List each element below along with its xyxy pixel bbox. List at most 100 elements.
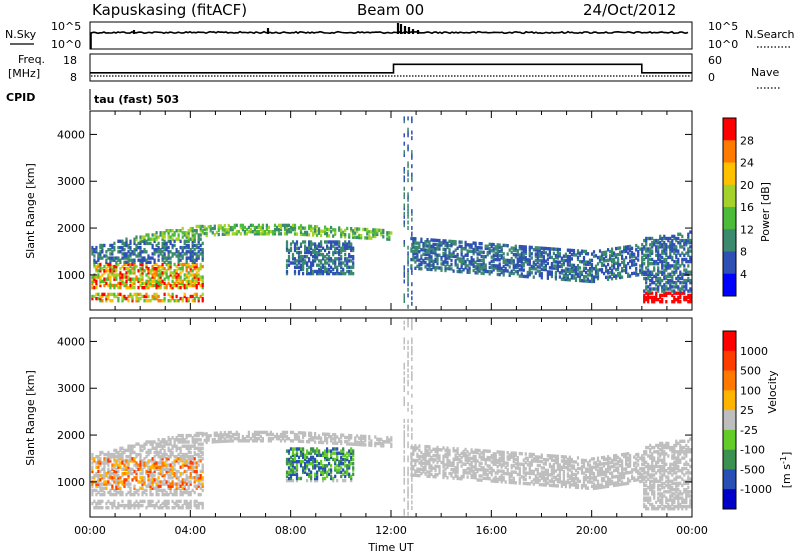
echo-cell <box>663 234 666 239</box>
echo-cell <box>153 446 156 450</box>
echo-cell <box>117 296 120 301</box>
echo-cell <box>318 250 321 255</box>
echo-cell <box>643 300 646 304</box>
echo-cell <box>237 230 240 234</box>
echo-cell <box>308 242 311 246</box>
echo-cell <box>322 271 325 276</box>
echo-cell <box>193 279 196 283</box>
echo-cell <box>137 252 140 256</box>
echo-cell <box>197 484 200 488</box>
echo-cell <box>183 469 186 474</box>
echo-cell <box>135 503 138 508</box>
colorbar-swatch <box>723 229 736 252</box>
echo-cell <box>434 447 437 452</box>
echo-cell <box>115 283 118 288</box>
echo-cell <box>346 455 349 460</box>
echo-cell <box>685 257 688 262</box>
echo-cell <box>534 248 537 252</box>
echo-cell <box>193 457 196 461</box>
echo-cell <box>163 463 166 467</box>
echo-cell <box>468 458 471 463</box>
echo-cell <box>291 464 295 468</box>
echo-cell <box>490 456 493 460</box>
echo-cell <box>225 230 228 234</box>
echo-cell <box>474 461 477 465</box>
echo-cell <box>510 455 513 459</box>
echo-cell <box>201 254 204 258</box>
echo-cell <box>669 266 672 270</box>
echo-cell <box>510 250 513 254</box>
echo-cell <box>129 248 132 252</box>
echo-cell <box>426 257 429 261</box>
echo-cell <box>165 442 168 446</box>
echo-cell <box>173 438 176 442</box>
echo-cell <box>183 292 186 297</box>
echo-cell <box>524 249 527 253</box>
echo-cell <box>103 482 106 486</box>
echo-cell <box>161 506 164 510</box>
echo-cell <box>281 434 285 439</box>
echo-cell <box>107 506 110 510</box>
echo-cell <box>432 466 435 470</box>
echo-cell <box>289 447 293 451</box>
echo-cell <box>117 465 120 469</box>
echo-cell <box>123 450 126 455</box>
echo-cell <box>199 283 202 288</box>
echo-cell <box>103 480 106 484</box>
echo-cell <box>155 235 158 239</box>
echo-cell <box>340 457 343 462</box>
echo-cell <box>466 454 469 458</box>
echo-cell <box>458 460 461 464</box>
echo-cell <box>588 258 592 262</box>
echo-cell <box>675 247 678 251</box>
echo-cell <box>418 448 421 452</box>
echo-cell <box>137 480 140 484</box>
echo-cell <box>145 285 148 290</box>
echo-cell <box>157 492 160 497</box>
echo-cell <box>205 436 208 440</box>
echo-cell <box>141 258 144 262</box>
echo-cell <box>596 274 600 279</box>
echo-cell <box>665 281 668 285</box>
echo-cell <box>586 252 590 256</box>
echo-cell <box>685 283 688 287</box>
echo-cell <box>432 249 435 253</box>
echo-cell <box>302 451 305 455</box>
echo-cell <box>171 271 174 275</box>
echo-cell <box>119 476 122 480</box>
echo-cell <box>129 446 132 450</box>
echo-cell <box>229 228 232 232</box>
echo-cell <box>275 437 279 441</box>
echo-cell <box>107 269 110 273</box>
echo-cell <box>518 257 521 261</box>
echo-cell <box>594 268 598 273</box>
echo-cell <box>125 267 128 271</box>
echo-cell <box>645 285 648 289</box>
echo-cell <box>197 503 200 508</box>
echo-cell <box>113 480 116 484</box>
echo-cell <box>522 245 525 249</box>
echo-cell <box>584 266 588 271</box>
echo-cell <box>428 255 431 259</box>
echo-cell <box>145 233 148 237</box>
echo-cell <box>299 230 303 234</box>
echo-cell <box>314 449 317 453</box>
echo-cell <box>147 269 150 273</box>
echo-cell <box>520 272 523 276</box>
echo-cell <box>187 235 190 239</box>
echo-cell <box>611 251 614 256</box>
echo-cell <box>444 252 447 256</box>
echo-cell <box>193 243 196 248</box>
echo-cell <box>671 293 674 298</box>
echo-cell <box>312 447 315 451</box>
echo-cell <box>169 442 172 446</box>
echo-cell <box>460 265 463 270</box>
echo-cell <box>133 271 136 275</box>
echo-cell <box>293 432 297 437</box>
echo-cell <box>191 463 194 467</box>
echo-cell <box>213 431 216 435</box>
echo-cell <box>267 225 270 230</box>
echo-cell <box>412 465 415 469</box>
echo-cell <box>171 436 174 440</box>
echo-cell <box>312 259 315 263</box>
